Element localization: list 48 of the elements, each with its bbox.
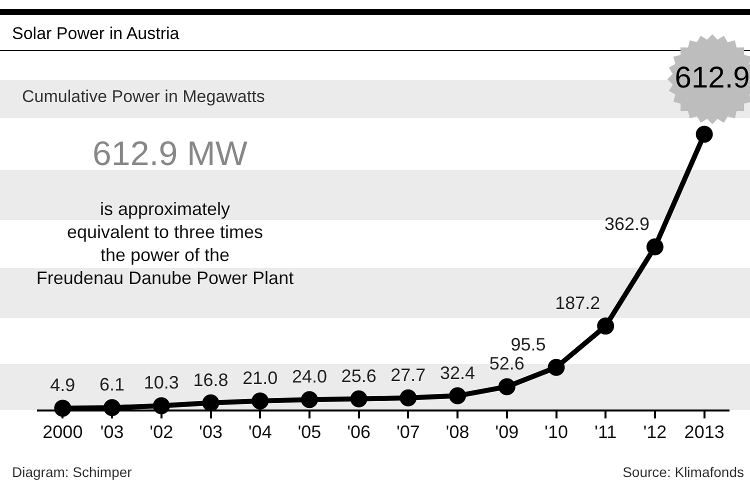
x-tick-label: '02 <box>150 422 174 442</box>
point <box>300 391 318 408</box>
data-label: 32.4 <box>440 362 476 383</box>
data-label: 10.3 <box>144 372 179 393</box>
text: Diagram: Schimper <box>12 464 132 480</box>
point <box>54 400 72 417</box>
point <box>202 394 220 412</box>
data-label: 95.5 <box>510 334 546 354</box>
data-label: 6.1 <box>100 374 125 395</box>
x-tick-label: 2000 <box>42 422 83 442</box>
data-label: 612.9 <box>674 62 750 95</box>
data-label: 362.9 <box>604 214 650 234</box>
x-tick-label: '03 <box>199 422 222 442</box>
point <box>252 392 269 410</box>
chart-subtitle: Cumulative Power in Megawatts <box>22 87 265 107</box>
x-tick-label: '10 <box>544 422 568 442</box>
annotation: 612.9 MW <box>92 135 248 174</box>
x-tick-label: '08 <box>446 422 470 442</box>
data-label: 27.7 <box>390 364 426 385</box>
point <box>152 397 170 414</box>
x-tick-label: '09 <box>495 422 519 442</box>
data-label: 4.9 <box>50 375 76 396</box>
point <box>696 126 713 143</box>
chart-title: Solar Power in Austria <box>12 24 180 44</box>
data-label: 187.2 <box>555 293 600 314</box>
x-tick-label: '12 <box>643 422 667 442</box>
x-tick-label: '07 <box>396 422 420 442</box>
point <box>597 318 614 335</box>
data-label: 24.0 <box>292 366 327 387</box>
data-label: 16.8 <box>193 370 228 390</box>
point <box>548 358 565 376</box>
x-tick-label: '06 <box>347 422 371 442</box>
x-tick-label: '04 <box>248 422 272 442</box>
data-label: 52.6 <box>489 354 524 374</box>
x-tick-label: '03 <box>100 422 124 442</box>
x-tick-label: 2013 <box>684 422 724 442</box>
annotation: is approximately equivalent to three times the power of the Freudenau Danube Power Plant <box>35 198 295 290</box>
point <box>646 238 664 256</box>
point <box>449 387 466 404</box>
x-tick-label: '11 <box>594 422 617 442</box>
data-label: 21.0 <box>242 368 278 388</box>
source-note: Source: Klimafonds <box>622 464 744 480</box>
x-tick-label: '05 <box>298 422 322 442</box>
point <box>498 378 516 396</box>
data-label: 25.6 <box>341 366 376 386</box>
point <box>400 389 417 406</box>
point <box>350 390 368 408</box>
point <box>104 399 121 416</box>
